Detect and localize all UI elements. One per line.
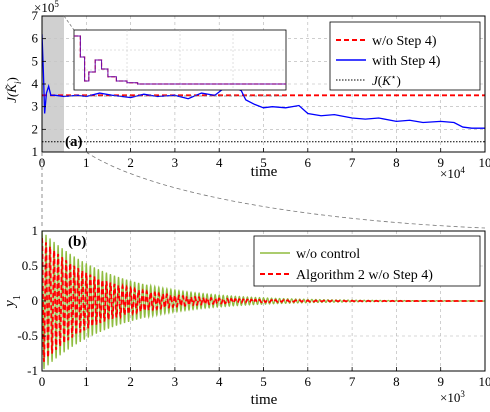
legend-label-algorithm2: Algorithm 2 w/o Step 4)	[296, 268, 433, 283]
panel-b-x-multiplier: ×103	[440, 389, 465, 405]
series-line-1	[42, 237, 485, 362]
y-tick-label: 0.5	[22, 258, 38, 273]
y-tick-label: 7	[32, 8, 39, 23]
y-tick-label: 0	[32, 293, 39, 308]
inset-connector-top	[63, 15, 75, 31]
x-tick-label: 5	[260, 374, 267, 389]
panel-b-xlabel: time	[251, 392, 278, 408]
x-tick-label: 7	[349, 374, 356, 389]
panel-b: 0 1 2 3 4 5 6 7 8 9 10 -1 -0.5 0 0.5 1 w/o control Algo…	[2, 223, 490, 408]
y-tick-label: -0.5	[17, 328, 38, 343]
x-tick-label: 8	[393, 374, 400, 389]
legend-label-wo-step4: w/o Step 4)	[372, 34, 437, 49]
x-tick-label: 4	[216, 374, 223, 389]
panel-a-ylabel: J(K̃i)	[4, 77, 23, 103]
x-tick-label: 1	[83, 155, 90, 170]
inset-series	[74, 35, 286, 85]
x-tick-label: 8	[393, 155, 400, 170]
inset-series-with-step4	[74, 35, 286, 85]
x-tick-label: 4	[216, 155, 223, 170]
y-tick-label: 6	[32, 31, 39, 46]
panel-a-legend-box	[329, 21, 481, 91]
panel-b-label: (b)	[68, 234, 86, 250]
x-tick-label: 5	[260, 155, 267, 170]
y-tick-label: 2	[32, 121, 39, 136]
panel-a-legend: w/o Step 4) with Step 4) J(K⋆)	[329, 21, 481, 91]
y-tick-label: 4	[32, 76, 39, 91]
x-tick-label: 6	[305, 155, 312, 170]
panel-a-zoom-region	[42, 16, 64, 152]
inset-grid	[74, 30, 286, 90]
legend-label-with-step4: with Step 4)	[372, 54, 441, 69]
legend-label-wo-control: w/o control	[296, 247, 360, 262]
panel-a-y-multiplier: ×105	[34, 0, 59, 15]
panel-b-legend-box	[253, 235, 481, 287]
panel-a-x-multiplier: ×104	[440, 165, 465, 181]
x-tick-label: 9	[437, 155, 444, 170]
panel-b-legend: w/o control Algorithm 2 w/o Step 4)	[253, 235, 481, 287]
panel-connector-right	[85, 151, 486, 229]
legend-label-optimal: J(K⋆)	[372, 72, 401, 88]
y-tick-label: 3	[32, 99, 39, 114]
x-tick-label: 7	[349, 155, 356, 170]
x-tick-label: 3	[172, 155, 179, 170]
panel-b-ticks: 0 1 2 3 4 5 6 7 8 9 10 -1 -0.5 0 0.5 1	[17, 223, 490, 389]
x-tick-label: 9	[437, 374, 444, 389]
y-tick-label: 1	[32, 223, 39, 238]
y-tick-label: -1	[27, 363, 38, 378]
x-tick-label: 6	[305, 374, 312, 389]
x-tick-label: 2	[127, 155, 134, 170]
panel-b-series	[42, 231, 485, 370]
panel-b-ylabel: y1	[2, 295, 23, 309]
x-tick-label: 2	[127, 374, 134, 389]
x-tick-label: 10	[479, 374, 490, 389]
y-tick-label: 5	[32, 53, 39, 68]
x-tick-label: 3	[172, 374, 179, 389]
panel-a-label: (a)	[65, 134, 83, 150]
y-tick-label: 1	[32, 144, 39, 159]
panel-a-xlabel: time	[251, 164, 278, 180]
x-tick-label: 10	[479, 155, 490, 170]
x-tick-label: 1	[83, 374, 90, 389]
x-tick-label: 0	[39, 374, 46, 389]
